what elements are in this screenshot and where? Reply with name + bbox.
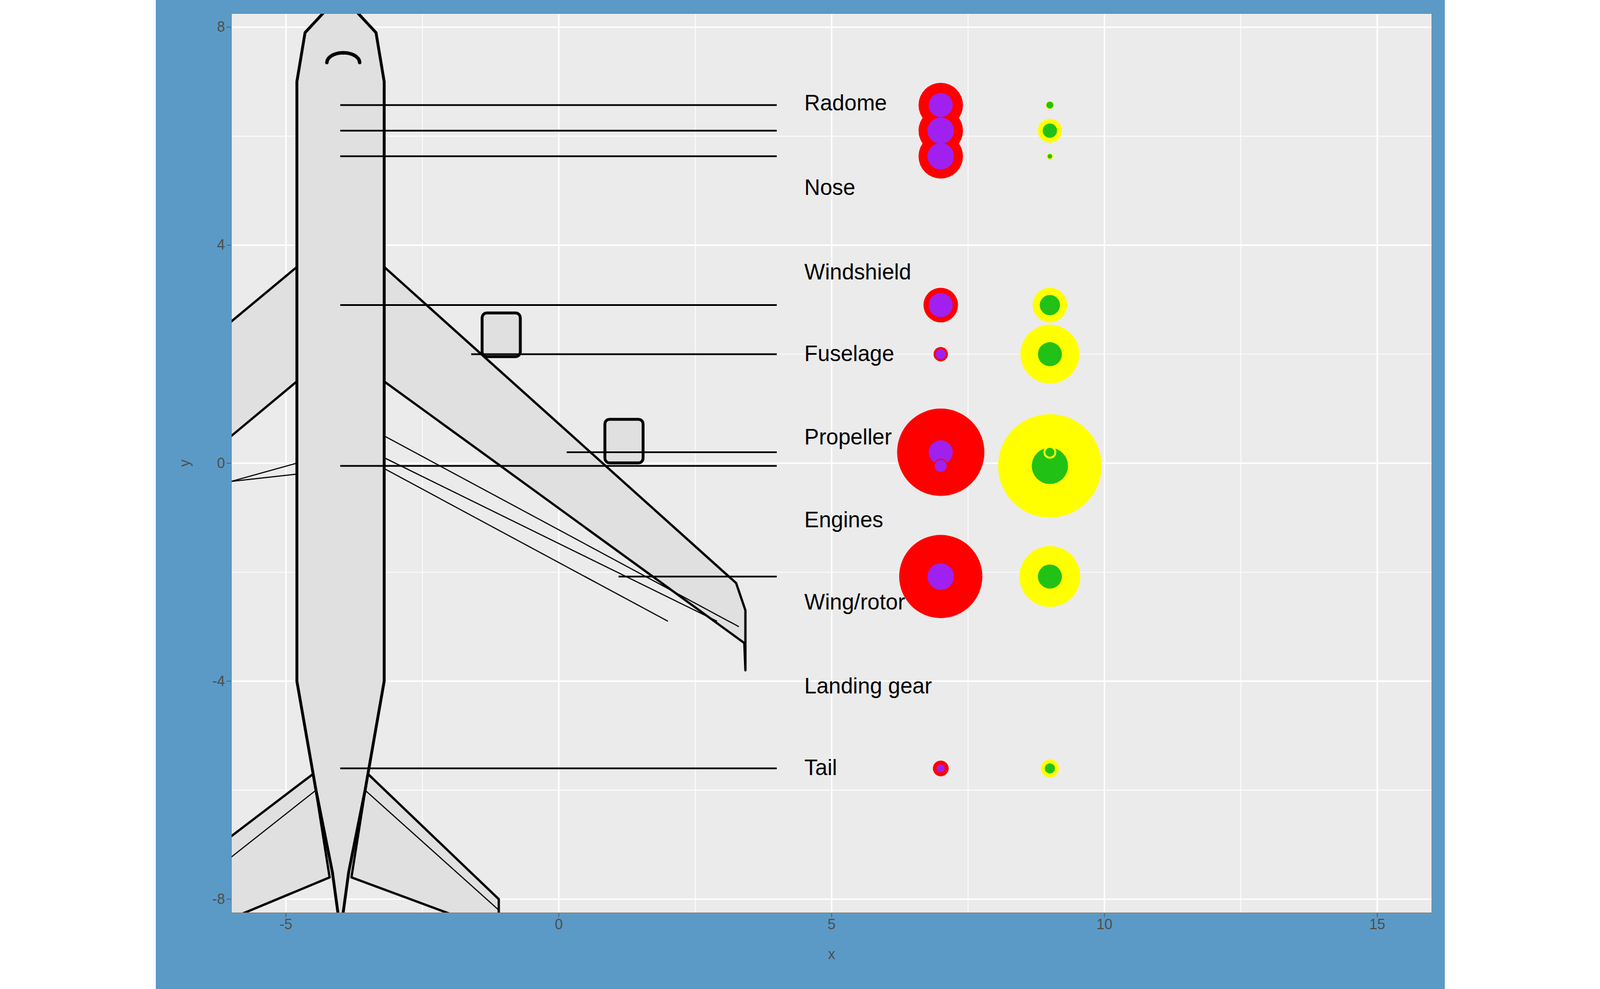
svg-text:Tail: Tail — [804, 755, 838, 780]
svg-text:8: 8 — [216, 18, 225, 35]
svg-text:4: 4 — [216, 236, 225, 253]
svg-text:0: 0 — [216, 454, 225, 471]
svg-text:Engines: Engines — [804, 507, 884, 532]
svg-text:0: 0 — [554, 915, 563, 932]
svg-text:-8: -8 — [212, 890, 225, 907]
svg-text:Wing/rotor: Wing/rotor — [804, 589, 906, 615]
svg-text:y: y — [176, 459, 193, 467]
svg-text:-5: -5 — [279, 915, 293, 932]
svg-text:15: 15 — [1368, 915, 1385, 932]
svg-text:Propeller: Propeller — [804, 424, 892, 450]
svg-text:Radome: Radome — [804, 90, 888, 115]
svg-text:10: 10 — [1096, 915, 1113, 932]
svg-text:x: x — [827, 945, 836, 962]
svg-text:Nose: Nose — [804, 175, 856, 200]
svg-text:Windshield: Windshield — [804, 259, 912, 285]
svg-text:Landing gear: Landing gear — [804, 673, 932, 698]
svg-text:-4: -4 — [212, 672, 225, 689]
svg-text:5: 5 — [827, 915, 836, 932]
svg-text:Fuselage: Fuselage — [804, 341, 894, 366]
